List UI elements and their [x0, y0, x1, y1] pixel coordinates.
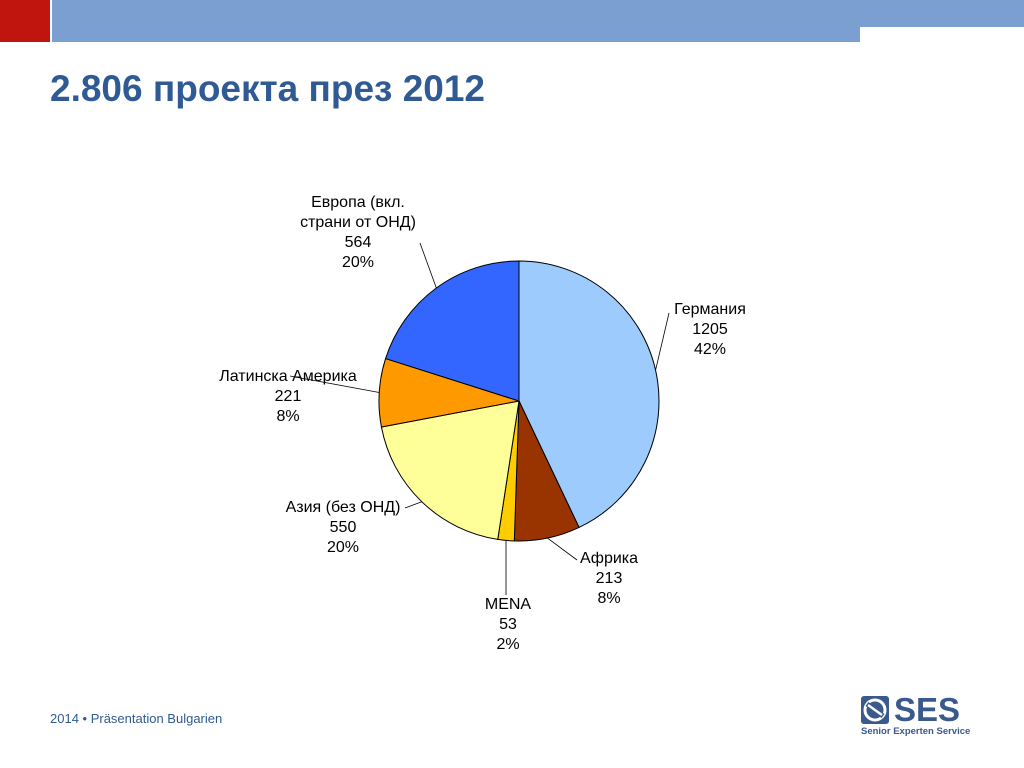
logo-tagline: Senior Experten Service — [861, 726, 971, 737]
data-label-1-line-1: 213 — [596, 570, 623, 587]
leader-line-4 — [289, 375, 380, 393]
data-label-4-line-2: 8% — [276, 408, 299, 425]
data-label-5-line-1: страни от ОНД) — [300, 214, 416, 231]
leader-line-1 — [547, 537, 578, 561]
data-label-4-line-1: 221 — [275, 388, 302, 405]
data-label-2-line-0: MENA — [485, 596, 532, 613]
data-label-1-line-0: Африка — [580, 550, 638, 567]
page-title: 2.806 проекта през 2012 — [50, 68, 486, 109]
data-label-0-line-1: 1205 — [692, 321, 728, 338]
data-label-4-line-0: Латинска Америка — [219, 368, 357, 385]
data-label-5-line-0: Европа (вкл. — [311, 194, 405, 211]
header-bar — [52, 0, 1024, 27]
data-label-5-line-2: 564 — [345, 234, 372, 251]
data-label-1-line-2: 8% — [597, 590, 620, 607]
data-label-0-line-0: Германия — [674, 301, 746, 318]
ses-logo: SES Senior Experten Service — [861, 691, 976, 738]
leader-line-3 — [404, 501, 422, 509]
data-label-3-line-2: 20% — [327, 539, 359, 556]
data-label-3-line-0: Азия (без ОНД) — [286, 499, 401, 516]
header-accent-block — [0, 0, 50, 42]
footer-text: 2014 • Präsentation Bulgarien — [50, 711, 223, 726]
logo-wordmark: SES — [894, 691, 961, 728]
data-label-2-line-1: 53 — [499, 616, 517, 633]
header-bar-lower — [52, 27, 860, 42]
data-label-5-line-3: 20% — [342, 254, 374, 271]
leader-line-5 — [419, 242, 437, 289]
data-label-2-line-2: 2% — [496, 636, 519, 653]
data-label-3-line-1: 550 — [330, 519, 357, 536]
data-label-0-line-2: 42% — [694, 341, 726, 358]
ses-logo-mark-icon — [861, 696, 889, 724]
pie-slice-3 — [380, 400, 520, 540]
pie-slice-0 — [518, 260, 660, 529]
leader-line-0 — [655, 312, 670, 371]
